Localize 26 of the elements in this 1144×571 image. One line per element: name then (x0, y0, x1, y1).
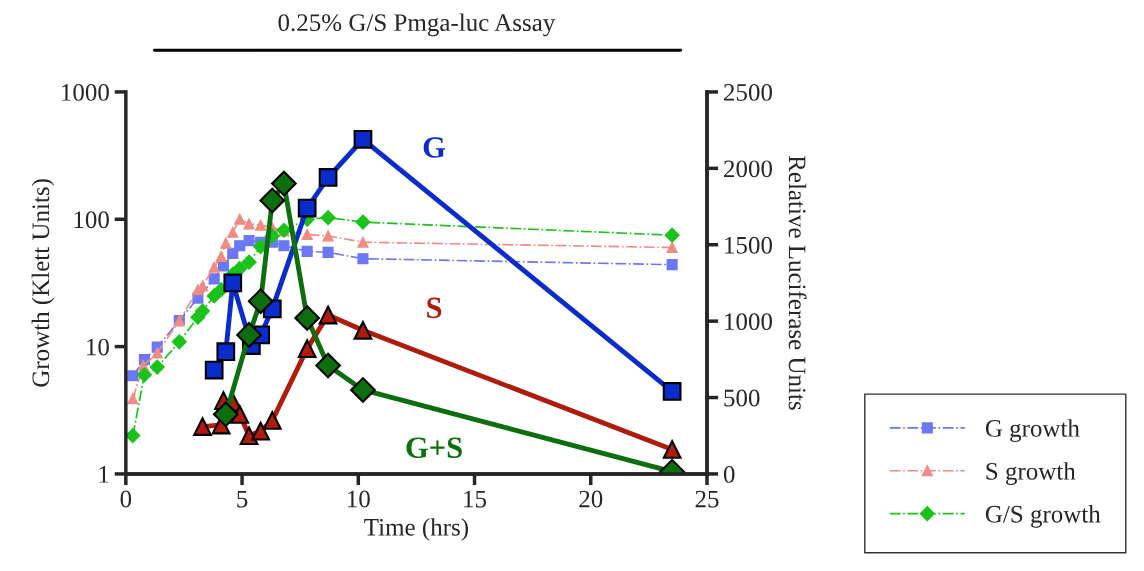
y-tick-label: 1 (99, 466, 109, 483)
y-axis-title: Growth (Klett Units) (31, 179, 55, 387)
y2-tick-label: 0 (723, 465, 735, 483)
x-tick-label: 10 (348, 490, 370, 508)
legend-label: G/S growth (985, 505, 1101, 528)
y-tick-label: 100 (74, 211, 109, 229)
y-tick-label: 10 (87, 338, 109, 356)
series-label: G+S (406, 437, 462, 459)
y2-tick-label: 1500 (725, 236, 773, 254)
y2-tick-label: 2000 (724, 160, 773, 178)
y2-axis-title: Relative Luciferase Units (788, 155, 807, 410)
x-tick-label: 15 (464, 490, 487, 508)
x-tick-label: 20 (579, 490, 603, 508)
y2-tick-label: 1000 (725, 313, 773, 331)
y-tick-label: 1000 (62, 83, 109, 101)
legend-label: S growth (986, 462, 1076, 485)
series-label: S (427, 297, 442, 319)
x-axis-title: Time (hrs) (364, 518, 468, 541)
chart-title: 0.25% G/S Pmga-luc Assay (278, 13, 556, 37)
y2-tick-label: 2500 (724, 83, 773, 101)
y2-tick-label: 500 (724, 389, 760, 407)
x-tick-label: 25 (695, 490, 719, 508)
x-tick-label: 5 (237, 490, 248, 508)
legend-label: G growth (985, 419, 1080, 442)
series-label: G (423, 137, 446, 158)
x-tick-label: 0 (120, 490, 132, 508)
